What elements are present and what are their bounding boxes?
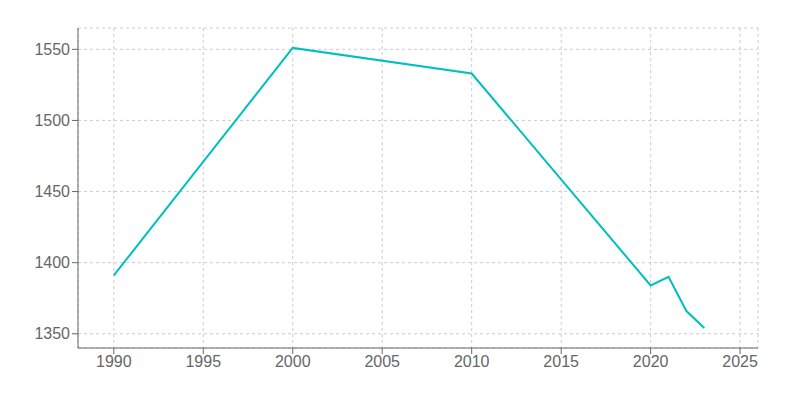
svg-text:2005: 2005 <box>364 353 400 370</box>
svg-text:2010: 2010 <box>454 353 490 370</box>
svg-text:2020: 2020 <box>633 353 669 370</box>
svg-text:1995: 1995 <box>185 353 221 370</box>
svg-text:1400: 1400 <box>34 254 70 271</box>
svg-text:1350: 1350 <box>34 325 70 342</box>
svg-text:2000: 2000 <box>275 353 311 370</box>
svg-text:1450: 1450 <box>34 183 70 200</box>
svg-text:1500: 1500 <box>34 112 70 129</box>
svg-text:2015: 2015 <box>543 353 579 370</box>
svg-text:2025: 2025 <box>722 353 758 370</box>
svg-text:1990: 1990 <box>96 353 132 370</box>
svg-text:1550: 1550 <box>34 41 70 58</box>
